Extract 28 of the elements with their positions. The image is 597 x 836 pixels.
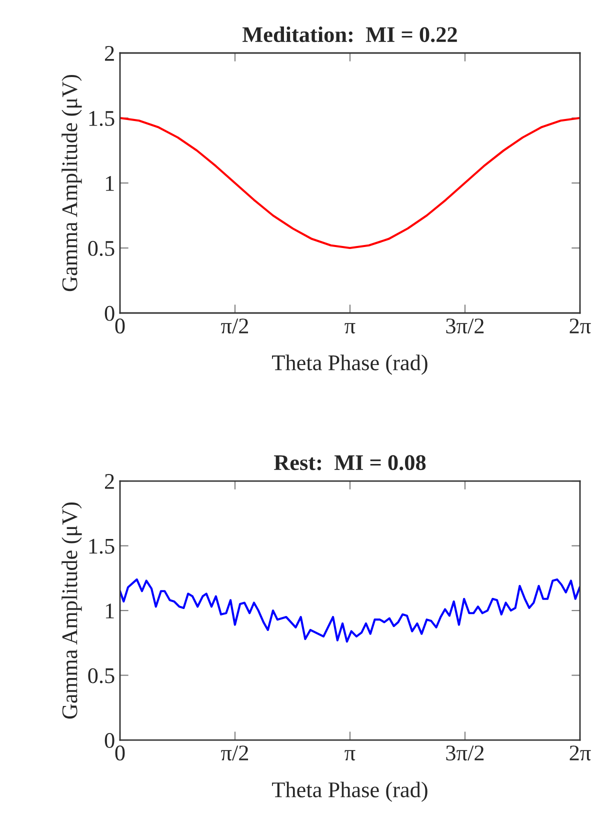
x-tick-label: 3π/2 <box>446 746 484 761</box>
y-tick-label: 1.5 <box>89 111 114 126</box>
y-tick-label: 0 <box>104 306 114 321</box>
y-tick-label: 0.5 <box>88 668 114 684</box>
y-axis-title: Gamma Amplitude (μV) <box>62 74 82 292</box>
x-tick-label: π <box>344 750 356 761</box>
y-tick-label: 1.5 <box>89 538 114 554</box>
y-axis-title: Gamma Amplitude (μV) <box>62 502 82 719</box>
x-axis-title: Theta Phase (rad) <box>272 354 428 375</box>
x-axis-title: Theta Phase (rad) <box>272 782 428 802</box>
x-tick-label: 0 <box>115 746 125 761</box>
y-tick-label: 1 <box>106 604 114 618</box>
y-tick-label: 0 <box>104 732 114 748</box>
x-tick-label: 2π <box>570 318 591 334</box>
x-tick-label: 0 <box>115 318 125 334</box>
line-series <box>120 578 580 643</box>
x-tick-label: π <box>344 323 356 334</box>
x-tick-label: 3π/2 <box>446 318 484 334</box>
line-series <box>120 116 580 250</box>
y-tick-label: 2 <box>105 474 114 489</box>
x-tick-label: π/2 <box>221 318 248 334</box>
y-tick-label: 2 <box>105 46 114 61</box>
chart-title: Rest: MI = 0.08 <box>274 455 426 470</box>
x-tick-label: π/2 <box>221 746 248 761</box>
y-tick-label: 0.5 <box>88 240 114 256</box>
y-tick-label: 1 <box>106 176 114 191</box>
x-tick-label: 2π <box>570 746 591 761</box>
chart-title: Meditation: MI = 0.22 <box>242 26 457 42</box>
